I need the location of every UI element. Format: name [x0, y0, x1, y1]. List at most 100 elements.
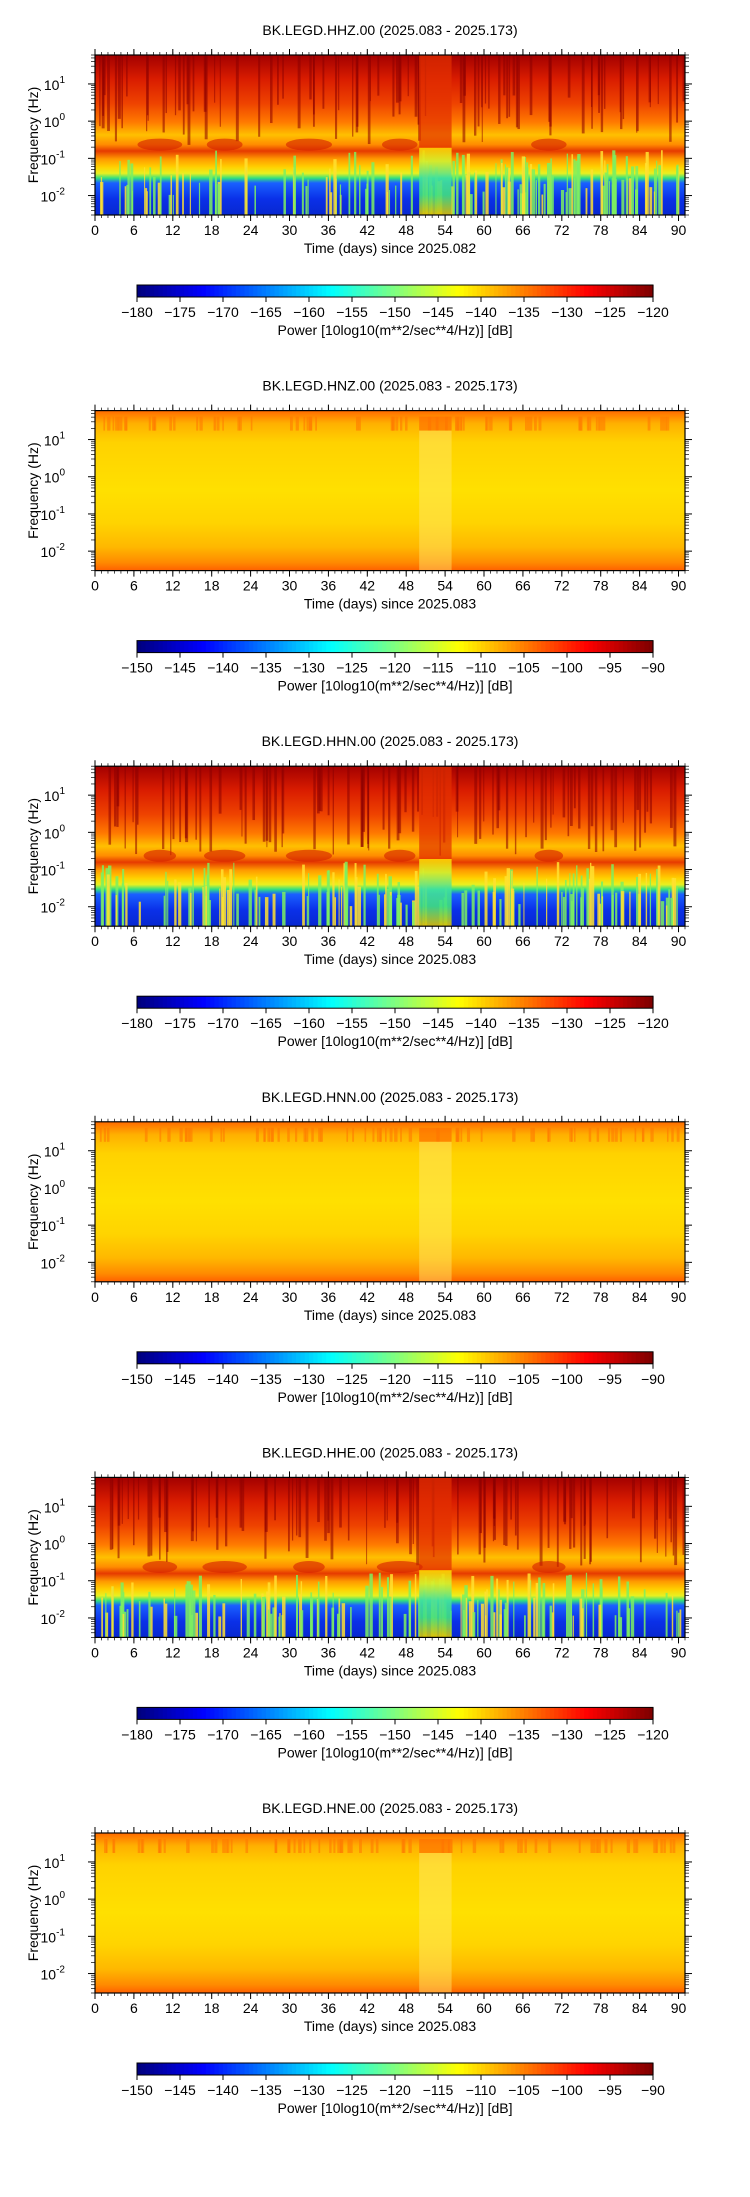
- colorbar-tick-label: −110: [466, 1371, 497, 1387]
- plot-frame: [94, 1832, 686, 1994]
- colorbar-label: Power [10log10(m**2/sec**4/Hz)] [dB]: [278, 1033, 513, 1049]
- plot-frame: [94, 1476, 686, 1639]
- colorbar: −150 −145 −140 −135 −130 −125 −120 −115 −110 −105…: [121, 2062, 665, 2116]
- colorbar-tick-label: −145: [422, 1726, 454, 1742]
- x-tick-label: 84: [632, 222, 648, 238]
- y-axis-label: Frequency (Hz): [25, 1154, 41, 1250]
- x-tick-label: 36: [321, 578, 337, 594]
- heatmap-texture: [100, 766, 678, 927]
- colorbar-tick-label: −135: [508, 304, 540, 320]
- x-tick-label: 24: [243, 933, 259, 949]
- plot-frame: [94, 54, 686, 216]
- y-tick-label: 10-1: [41, 505, 66, 523]
- x-tick-label: 84: [632, 1289, 648, 1305]
- x-tick-label: 30: [282, 1644, 298, 1660]
- colorbar-tick-label: −110: [466, 2082, 497, 2098]
- colorbar-tick-label: −135: [250, 660, 282, 676]
- heatmap-area: [95, 1121, 685, 1282]
- x-tick-label: 0: [91, 1644, 99, 1660]
- colorbar-tick-label: −140: [207, 660, 239, 676]
- x-tick-label: 12: [165, 1289, 181, 1305]
- colorbar-tick-label: −170: [207, 1726, 239, 1742]
- colorbar-tick-label: −120: [379, 2082, 411, 2098]
- x-tick-label: 6: [130, 2000, 138, 2016]
- x-tick-label: 12: [165, 222, 181, 238]
- y-tick-label: 10-1: [41, 1572, 66, 1590]
- colorbar-tick-label: −115: [423, 1371, 454, 1387]
- x-tick-label: 42: [360, 933, 376, 949]
- colorbar-tick-label: −150: [379, 1726, 411, 1742]
- y-tick-label: 101: [44, 786, 66, 804]
- x-tick-label: 54: [437, 222, 453, 238]
- y-tick-label: 10-2: [41, 1965, 66, 1983]
- x-tick-label: 6: [130, 933, 138, 949]
- x-tick-label: 66: [515, 2000, 531, 2016]
- x-tick-label: 54: [437, 2000, 453, 2016]
- y-axis-label: Frequency (Hz): [25, 87, 41, 183]
- x-tick-label: 48: [398, 1289, 414, 1305]
- x-tick-label: 24: [243, 578, 259, 594]
- x-tick-label: 30: [282, 2000, 298, 2016]
- x-tick-label: 42: [360, 578, 376, 594]
- colorbar-tick-label: −140: [465, 1015, 497, 1031]
- x-tick-label: 24: [243, 222, 259, 238]
- x-tick-label: 18: [204, 578, 220, 594]
- x-tick-label: 54: [437, 933, 453, 949]
- colorbar-tick-label: −145: [164, 660, 196, 676]
- colorbar-tick-label: −125: [336, 660, 368, 676]
- colorbar-tick-label: −145: [422, 1015, 454, 1031]
- colorbar-tick-label: −145: [422, 304, 454, 320]
- x-tick-label: 18: [204, 222, 220, 238]
- x-tick-label: 12: [165, 578, 181, 594]
- colorbar-label: Power [10log10(m**2/sec**4/Hz)] [dB]: [278, 2100, 513, 2116]
- colorbar: −180 −175 −170 −165 −160 −155 −150 −145 −140 −135…: [121, 284, 669, 338]
- colorbar-tick-label: −130: [293, 2082, 325, 2098]
- colorbar: −150 −145 −140 −135 −130 −125 −120 −115 −110 −105…: [121, 640, 665, 694]
- y-tick-label: 100: [44, 112, 66, 130]
- x-tick-label: 66: [515, 1289, 531, 1305]
- plot-frame: [94, 1121, 686, 1283]
- x-tick-label: 6: [130, 1289, 138, 1305]
- colorbar-label: Power [10log10(m**2/sec**4/Hz)] [dB]: [278, 1389, 513, 1405]
- colorbar-tick-label: −100: [551, 660, 583, 676]
- y-tick-label: 10-2: [41, 898, 66, 916]
- chart-title: BK.LEGD.HNZ.00 (2025.083 - 2025.173): [262, 378, 517, 394]
- y-tick-label: 10-1: [41, 1216, 66, 1234]
- y-axis-label: Frequency (Hz): [25, 1509, 41, 1605]
- x-tick-label: 90: [671, 2000, 687, 2016]
- x-tick-label: 60: [476, 1644, 492, 1660]
- y-tick-label: 101: [44, 431, 66, 449]
- y-tick-label: 10-2: [41, 1609, 66, 1627]
- colorbar-tick-label: −120: [379, 660, 411, 676]
- spectrogram-panel-1: BK.LEGD.HHZ.00 (2025.083 - 2025.173) 0 6 12…: [25, 22, 692, 338]
- x-tick-label: 78: [593, 2000, 609, 2016]
- colorbar-tick-label: −170: [207, 304, 239, 320]
- colorbar-tick-label: −145: [164, 2082, 196, 2098]
- x-tick-label: 84: [632, 578, 648, 594]
- plot-frame: [94, 765, 686, 927]
- chart-title: BK.LEGD.HHE.00 (2025.083 - 2025.173): [262, 1444, 518, 1460]
- y-tick-label: 10-1: [41, 149, 66, 167]
- colorbar-tick-label: −115: [423, 2082, 454, 2098]
- x-tick-label: 18: [204, 1644, 220, 1660]
- colorbar-tick-label: −140: [465, 1726, 497, 1742]
- colorbar-tick-label: −160: [293, 1726, 325, 1742]
- colorbar-tick-label: −175: [164, 1015, 196, 1031]
- colorbar-tick-label: −130: [551, 304, 583, 320]
- x-tick-label: 6: [130, 1644, 138, 1660]
- x-tick-label: 66: [515, 933, 531, 949]
- y-tick-label: 100: [44, 1179, 66, 1197]
- colorbar-tick-label: −150: [121, 1371, 153, 1387]
- x-tick-label: 24: [243, 1289, 259, 1305]
- x-tick-label: 48: [398, 2000, 414, 2016]
- y-tick-label: 10-2: [41, 187, 66, 205]
- colorbar-tick-label: −155: [336, 304, 368, 320]
- colorbar-tick-label: −135: [508, 1726, 540, 1742]
- colorbar-tick-label: −125: [594, 1726, 626, 1742]
- colorbar: −150 −145 −140 −135 −130 −125 −120 −115 −110 −105…: [121, 1351, 665, 1405]
- colorbar-tick-label: −150: [379, 304, 411, 320]
- colorbar-tick-label: −155: [336, 1726, 368, 1742]
- x-tick-label: 30: [282, 933, 298, 949]
- colorbar-tick-label: −125: [336, 1371, 368, 1387]
